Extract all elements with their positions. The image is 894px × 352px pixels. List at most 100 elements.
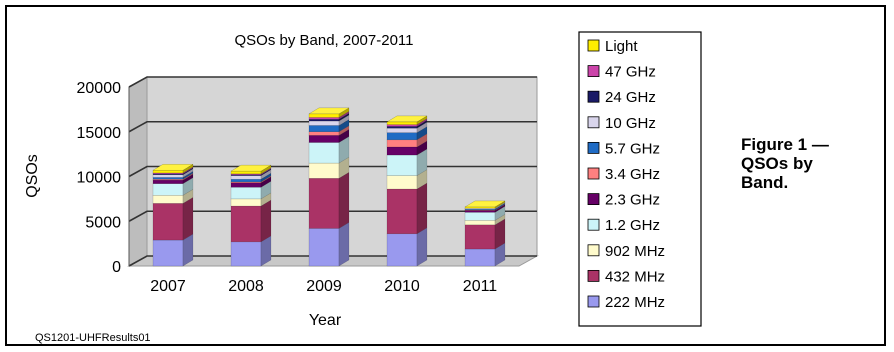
bar-segment <box>386 188 418 235</box>
bar-segment <box>152 195 184 204</box>
bar-segment <box>230 178 262 183</box>
bar-segment <box>386 154 418 176</box>
bar-segment <box>152 177 184 180</box>
bar-segment <box>464 224 496 250</box>
bar-top-cap <box>308 107 350 115</box>
bar-segment <box>152 203 184 241</box>
legend-label: 47 GHz <box>605 64 656 81</box>
legend-swatch <box>587 167 600 180</box>
figure-caption: Figure 1 — QSOs by Band. <box>741 135 861 192</box>
bar-top-cap <box>230 164 272 172</box>
bar-segment <box>386 127 418 133</box>
bar-top-cap <box>152 163 194 171</box>
legend-label: 432 MHz <box>605 268 665 285</box>
bar-segment-side <box>182 172 194 181</box>
bar-segment-side <box>416 182 428 235</box>
x-tick-label: 2009 <box>306 278 342 295</box>
legend-swatch <box>587 141 600 154</box>
bar-segment <box>386 121 418 125</box>
chart: 0 5000 10000 15000 20000 2007 2008 2009 2010 2011… <box>24 31 702 329</box>
caption-line: Figure 1 — <box>741 135 829 154</box>
bar-segment <box>386 233 418 267</box>
gridline <box>128 76 537 88</box>
bar-segment-side <box>182 188 194 204</box>
bar-segment <box>386 132 418 141</box>
bar-segment <box>464 248 496 267</box>
bar-segment <box>308 135 340 143</box>
x-tick-label: 2007 <box>150 278 186 295</box>
bar-segment-side <box>182 177 194 196</box>
x-tick-label: 2008 <box>228 278 264 295</box>
bar-segment <box>386 175 418 190</box>
y-tick-label: 20000 <box>77 80 122 97</box>
legend-swatch <box>587 244 600 257</box>
legend-label: 902 MHz <box>605 243 665 260</box>
y-tick-label: 10000 <box>77 170 122 187</box>
bar-segment-side <box>338 221 350 267</box>
bar-segment-side <box>182 167 194 176</box>
bar-segment-side <box>182 196 194 241</box>
bar-segment <box>308 142 340 164</box>
bar-segment <box>308 125 340 133</box>
y-axis-label: QSOs <box>24 154 41 198</box>
bar-segment <box>386 139 418 148</box>
legend-swatch <box>587 295 600 308</box>
bar-segment <box>230 182 262 188</box>
legend-label: 2.3 GHz <box>605 192 660 209</box>
legend-label: 1.2 GHz <box>605 217 660 234</box>
legend-swatch <box>587 39 600 52</box>
bar-segment-side <box>182 173 194 185</box>
bar-segment <box>308 120 340 126</box>
caption-line: QSOs by <box>741 154 813 173</box>
bar-top-cap <box>464 200 506 208</box>
legend-label: 5.7 GHz <box>605 140 660 157</box>
legend-swatch <box>587 90 600 103</box>
bar-segment <box>230 186 262 200</box>
y-tick-label: 0 <box>112 259 121 276</box>
figure-frame: 0 5000 10000 15000 20000 2007 2008 2009 2010 2011… <box>5 5 886 346</box>
bar-top-cap <box>386 115 428 123</box>
x-tick-label: 2010 <box>384 278 420 295</box>
legend-swatch <box>587 193 600 206</box>
y-tick-label: 15000 <box>77 125 122 142</box>
caption-line: Band. <box>741 173 789 192</box>
legend-swatch <box>587 269 600 282</box>
legend-swatch <box>587 218 600 231</box>
bar-segment <box>152 183 184 196</box>
bar-segment <box>230 170 262 175</box>
bar-segment-side <box>182 170 194 180</box>
bar-segment <box>152 239 184 267</box>
bar-segment <box>230 241 262 267</box>
bar-segment-side <box>416 227 428 267</box>
legend-swatch <box>587 116 600 129</box>
legend-label: 3.4 GHz <box>605 166 660 183</box>
bar-segment <box>464 220 496 226</box>
bar-segment <box>308 228 340 267</box>
bar-segment <box>308 117 340 120</box>
bar-segment-side <box>338 171 350 229</box>
bar-segment <box>152 174 184 178</box>
bar-segment <box>386 146 418 156</box>
bar-segment <box>230 205 262 243</box>
bar-segment <box>152 179 184 184</box>
bar-segment <box>152 169 184 174</box>
legend-label: 24 GHz <box>605 89 656 106</box>
bar-segment <box>230 175 262 180</box>
bar-segment <box>308 113 340 118</box>
bar-segment-side <box>182 233 194 267</box>
bar-segment-side <box>182 166 194 175</box>
bar-segment <box>308 162 340 179</box>
bar-segment <box>308 118 340 122</box>
bar-segment <box>308 131 340 136</box>
bar-segment <box>386 126 418 129</box>
legend-swatch <box>587 65 600 77</box>
bar-segment <box>386 124 418 127</box>
legend-label: Light <box>605 38 638 55</box>
legend-label: 222 MHz <box>605 294 665 311</box>
chart-title: QSOs by Band, 2007-2011 <box>234 32 413 49</box>
x-tick-label: 2011 <box>463 278 498 295</box>
source-id: QS1201-UHFResults01 <box>35 332 151 344</box>
bar-segment <box>230 198 262 207</box>
bar-segment-side <box>182 168 194 178</box>
bar-segment <box>464 212 496 221</box>
